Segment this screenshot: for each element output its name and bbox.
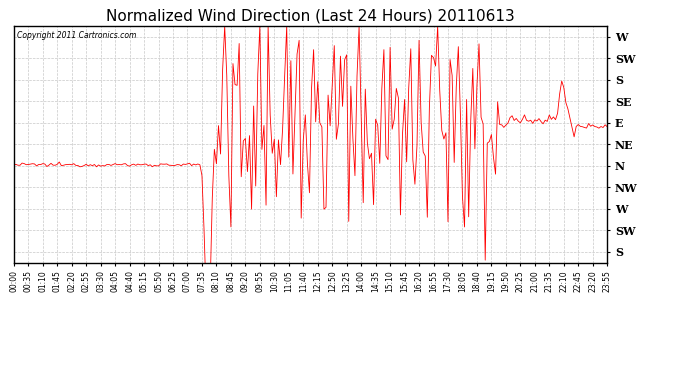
Title: Normalized Wind Direction (Last 24 Hours) 20110613: Normalized Wind Direction (Last 24 Hours…: [106, 9, 515, 24]
Text: Copyright 2011 Cartronics.com: Copyright 2011 Cartronics.com: [17, 31, 136, 40]
